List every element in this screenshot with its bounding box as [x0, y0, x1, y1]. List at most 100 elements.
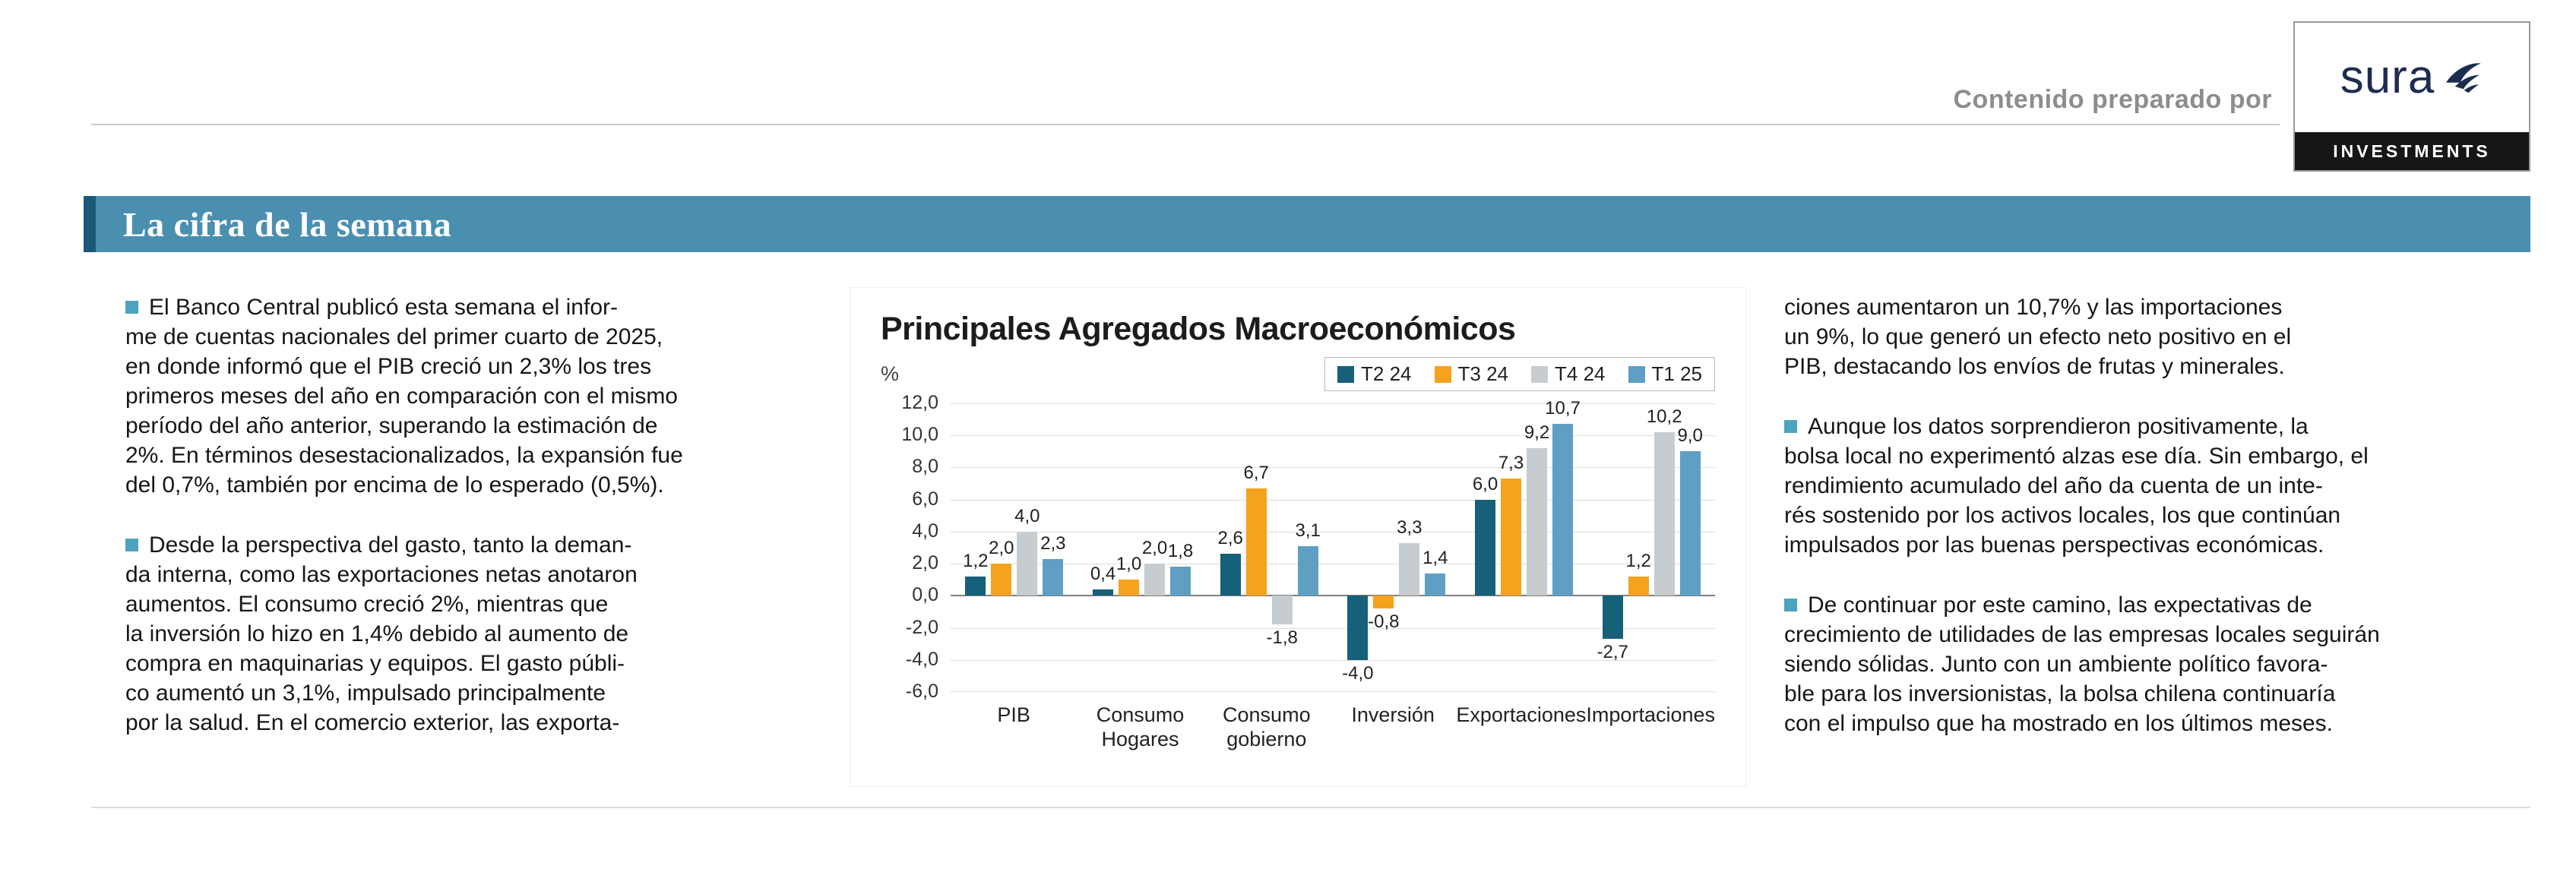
bar-group: -4,0 -0,8 3,3 1,4 — [1333, 403, 1460, 692]
bar-slot: -1,8 — [1266, 403, 1298, 692]
bar-slot: 2,3 — [1040, 403, 1066, 692]
bar — [1654, 432, 1675, 596]
bar — [1220, 554, 1241, 596]
bar-slot: 10,7 — [1545, 398, 1581, 692]
bar-value-label: -2,7 — [1597, 642, 1628, 663]
bullet-square-icon — [1784, 420, 1797, 433]
bar-slot: 1,4 — [1422, 403, 1448, 692]
bar-group: 2,6 6,7 -1,8 3,1 — [1205, 403, 1333, 692]
sura-bird-icon — [2446, 63, 2481, 93]
bar — [1373, 596, 1394, 609]
bar-slot: 4,0 — [1014, 403, 1040, 692]
paragraph-text: Aunque los datos sorprendieron positivam… — [1784, 414, 2369, 558]
bar-group: 1,2 2,0 4,0 2,3 — [951, 403, 1078, 692]
bottom-divider — [91, 807, 2530, 808]
legend-label: T2 24 — [1361, 362, 1412, 385]
macro-aggregates-chart: Principales Agregados Macroeconómicos % … — [850, 287, 1746, 787]
paragraph-text: ciones aumentaron un 10,7% y las importa… — [1784, 295, 2292, 379]
paragraph: Desde la perspectiva del gasto, tanto la… — [125, 530, 832, 738]
y-tick-label: 2,0 — [912, 552, 938, 574]
bar-slot: -4,0 — [1342, 403, 1374, 692]
gridline — [951, 467, 1715, 469]
paragraph-text: Desde la perspectiva del gasto, tanto la… — [125, 532, 638, 735]
bar-value-label: 2,0 — [1141, 538, 1168, 559]
y-tick-label: -2,0 — [905, 616, 938, 638]
bar-value-label: 3,1 — [1295, 520, 1321, 541]
bar-value-label: 6,7 — [1243, 462, 1269, 483]
bar-value-label: 1,8 — [1167, 541, 1194, 562]
y-tick-label: -6,0 — [905, 681, 938, 702]
bar-slot: 3,3 — [1397, 403, 1422, 692]
x-axis-label: Importaciones — [1586, 703, 1716, 726]
bar-slot: -0,8 — [1368, 403, 1400, 692]
bar — [1043, 558, 1064, 596]
y-tick-label: 0,0 — [912, 584, 938, 606]
legend-item: T1 25 — [1628, 362, 1703, 386]
paragraph-text: El Banco Central publicó esta semana el … — [125, 295, 683, 498]
sura-investments-logo: sura INVESTMENTS — [2293, 21, 2530, 172]
bar — [1501, 479, 1522, 596]
bar — [1552, 424, 1574, 596]
bar-slot: 1,8 — [1167, 403, 1194, 692]
sura-wordmark: sura — [2340, 51, 2435, 103]
bar-value-label: -1,8 — [1266, 627, 1298, 649]
bar-slot: 3,1 — [1295, 403, 1321, 692]
bar-value-label: 10,2 — [1646, 406, 1682, 427]
paragraph: El Banco Central publicó esta semana el … — [125, 292, 832, 500]
y-tick-label: 4,0 — [912, 520, 938, 542]
bar-value-label: 1,2 — [963, 551, 989, 571]
paragraph: ciones aumentaron un 10,7% y las importa… — [1784, 292, 2548, 381]
section-header-bar: La cifra de la semana — [96, 196, 2530, 252]
top-divider — [91, 124, 2280, 125]
bar — [991, 564, 1012, 596]
bar-value-label: 3,3 — [1397, 517, 1422, 538]
bar — [1245, 488, 1267, 596]
bar — [965, 577, 986, 596]
legend-item: T3 24 — [1434, 362, 1509, 386]
paragraph: De continuar por este camino, las expect… — [1784, 590, 2548, 738]
y-tick-label: 12,0 — [901, 392, 938, 413]
bar-slot: 1,2 — [1626, 403, 1651, 692]
legend-label: T1 25 — [1651, 362, 1703, 385]
plot-area: 12,0 10,0 8,0 6,0 4,0 2,0 0,0 -2,0 -4,0 -6,0 1,2 2,… — [901, 392, 1715, 702]
bar-slot: 0,4 — [1090, 403, 1116, 692]
bar-slot: 1,2 — [963, 403, 989, 692]
bar-value-label: 0,4 — [1090, 563, 1116, 584]
legend-label: T4 24 — [1555, 362, 1606, 385]
bar-group: 6,0 7,3 9,2 10,7 — [1460, 398, 1588, 692]
bar-slot: 1,0 — [1116, 403, 1141, 692]
y-tick-label: 10,0 — [901, 424, 938, 446]
bar-slot: 2,0 — [989, 403, 1014, 692]
investments-label: INVESTMENTS — [2333, 141, 2491, 161]
bar — [1425, 573, 1446, 596]
bar — [1602, 596, 1623, 640]
bullet-square-icon — [125, 301, 138, 314]
bar-value-label: 1,4 — [1422, 547, 1448, 568]
bullet-square-icon — [1784, 599, 1797, 611]
y-tick-label: 6,0 — [912, 488, 938, 510]
bar-slot: 6,7 — [1243, 403, 1269, 692]
gridline — [951, 659, 1715, 661]
legend-item: T2 24 — [1337, 362, 1412, 386]
bar-value-label: 10,7 — [1545, 398, 1581, 419]
bar — [1399, 542, 1420, 596]
bar-value-label: 7,3 — [1498, 453, 1524, 474]
bar-value-label: 2,0 — [989, 538, 1014, 559]
bar — [1271, 596, 1293, 625]
prepared-by-label: Contenido preparado por — [1953, 85, 2272, 114]
bar-value-label: -4,0 — [1342, 662, 1374, 684]
chart-legend: T2 24 T3 24 T4 24 T1 25 — [1324, 357, 1715, 391]
gridline — [951, 499, 1715, 501]
bar-group: -2,7 1,2 10,2 9,0 — [1587, 403, 1715, 692]
legend-label: T3 24 — [1457, 362, 1509, 385]
bar — [1144, 564, 1165, 596]
x-axis-label: Inversión — [1351, 703, 1435, 726]
bullet-square-icon — [125, 539, 138, 551]
x-axis-label: Consumo Hogares — [1096, 703, 1185, 750]
bar-value-label: 2,3 — [1040, 532, 1066, 554]
bar-value-label: -0,8 — [1368, 611, 1400, 633]
bar-slot: -2,7 — [1597, 403, 1628, 692]
x-axis-label: Exportaciones — [1456, 703, 1587, 726]
bar-slot: 2,0 — [1141, 403, 1168, 692]
gridline — [951, 627, 1715, 629]
